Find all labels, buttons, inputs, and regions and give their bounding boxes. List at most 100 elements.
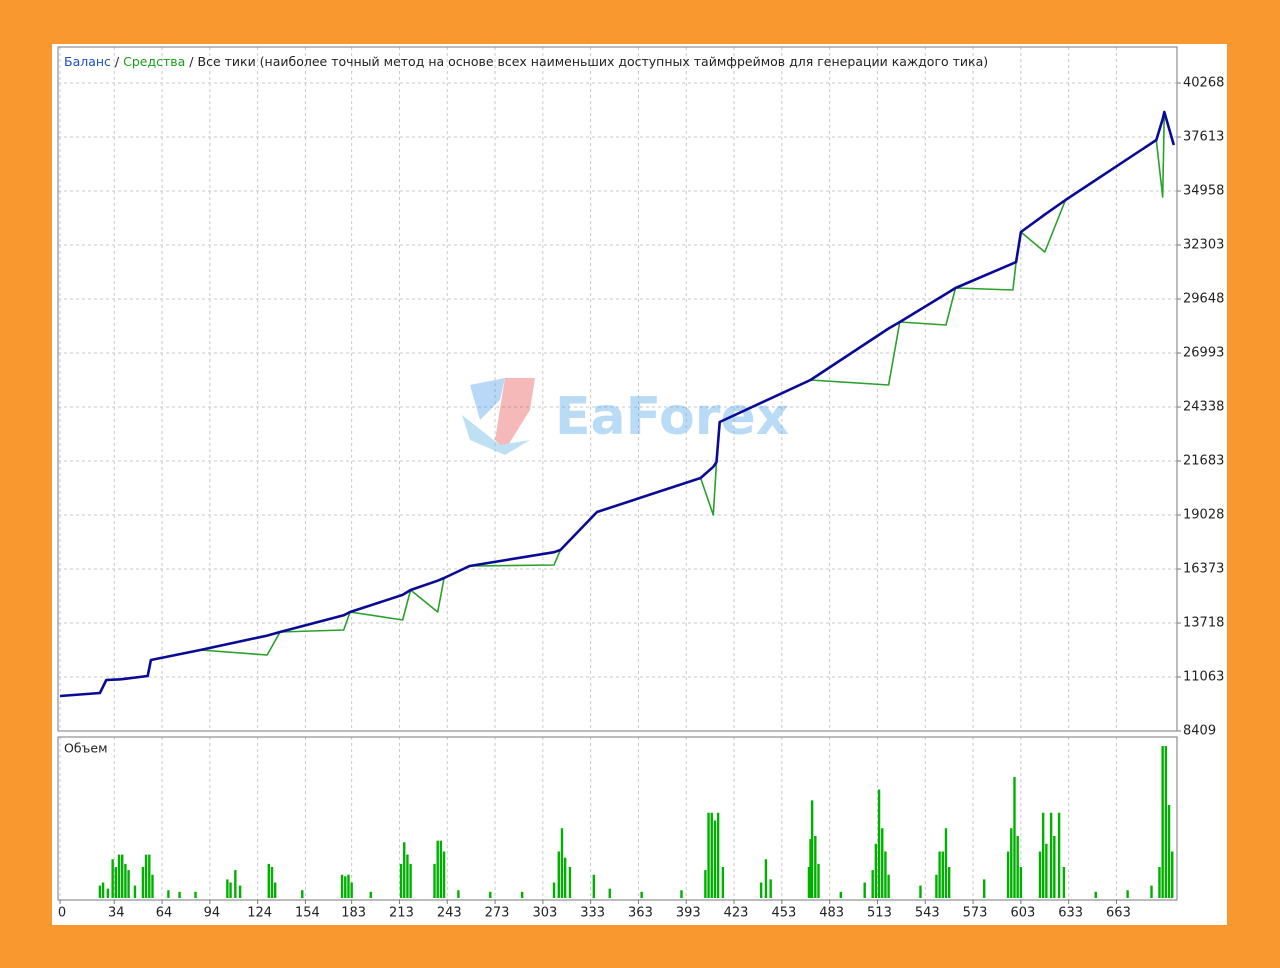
volume-bar: [1049, 812, 1053, 898]
volume-bar: [810, 800, 814, 898]
volume-bar: [871, 870, 874, 898]
volume-bar: [439, 840, 443, 898]
x-tick-label: 573: [963, 906, 988, 921]
volume-bar: [1158, 867, 1161, 898]
volume-bar: [863, 882, 866, 898]
volume-bar: [133, 885, 137, 898]
x-tick-label: 453: [771, 906, 796, 921]
volume-bar: [229, 882, 232, 898]
volume-bar: [769, 879, 772, 898]
volume-bar: [144, 854, 148, 898]
volume-bar: [884, 851, 887, 898]
volume-bar: [941, 851, 944, 898]
y-tick-label: 40268: [1183, 76, 1224, 91]
volume-bar: [442, 851, 446, 898]
volume-bar: [592, 874, 596, 898]
x-tick-label: 333: [580, 906, 605, 921]
volume-bar: [716, 812, 720, 898]
volume-bar: [436, 840, 439, 898]
volume-bar: [1019, 867, 1023, 898]
panel: [52, 44, 1227, 925]
volume-bar: [399, 863, 403, 898]
volume-bar: [106, 888, 110, 898]
volume-bar: [98, 885, 102, 898]
y-tick-label: 37613: [1183, 130, 1224, 145]
volume-bar: [238, 885, 242, 898]
volume-bar: [680, 890, 683, 898]
volume-bar: [369, 891, 372, 898]
y-tick-label: 29648: [1183, 292, 1224, 307]
volume-bar: [489, 891, 492, 898]
plot-frame: [57, 46, 1178, 732]
y-tick-label: 26993: [1183, 346, 1224, 361]
watermark-text: EaForex: [555, 387, 789, 447]
volume-bar: [1094, 891, 1097, 898]
volume-bar: [1006, 851, 1010, 898]
volume-bar: [406, 854, 409, 898]
volume-bar: [301, 890, 304, 898]
x-tick-label: 363: [628, 906, 653, 921]
volume-bar: [935, 874, 938, 898]
volume-bar: [167, 890, 170, 898]
x-tick-label: 124: [247, 906, 272, 921]
subtitle: Все тики (наиболее точный метод на основ…: [198, 54, 989, 69]
volume-bar: [983, 879, 986, 898]
x-tick-label: 423: [724, 906, 749, 921]
x-tick-label: 393: [676, 906, 701, 921]
y-tick-label: 8409: [1183, 724, 1216, 739]
x-tick-label: 183: [341, 906, 366, 921]
x-tick-label: 243: [437, 906, 462, 921]
volume-bar: [403, 842, 406, 898]
volume-bar: [877, 789, 881, 898]
volume-bar: [568, 867, 572, 898]
x-tick-label: 483: [819, 906, 844, 921]
chart-title: Баланс / Средства / Все тики (наиболее т…: [64, 54, 988, 69]
y-tick-label: 19028: [1183, 508, 1224, 523]
volume-bar: [111, 859, 114, 898]
volume-bar: [1041, 812, 1045, 898]
volume-bar: [874, 843, 878, 898]
lines: [60, 110, 1176, 698]
separator: /: [189, 54, 194, 69]
volume-bar: [520, 891, 524, 898]
x-tick-label: 303: [532, 906, 557, 921]
volume-bar: [944, 828, 948, 898]
volume-bar: [809, 839, 812, 898]
volume-bar: [1013, 777, 1016, 898]
y-tick-label: 32303: [1183, 238, 1224, 253]
volume-bar: [148, 854, 151, 898]
y-tick-label: 11063: [1183, 670, 1224, 685]
volume-bar: [887, 874, 890, 898]
volume-bar: [347, 874, 350, 898]
volume-bar: [1171, 851, 1174, 898]
volume-bar: [270, 867, 274, 898]
x-tick-label: 663: [1106, 906, 1131, 921]
volume-bar: [1045, 843, 1048, 898]
x-tick-label: 213: [389, 906, 414, 921]
x-tick-label: 273: [485, 906, 510, 921]
volume-bar: [1150, 885, 1153, 898]
volume-bar: [713, 820, 717, 898]
volume-bar: [433, 863, 436, 898]
volume-bar: [704, 870, 707, 898]
volume-bar: [560, 828, 564, 898]
volume-bar: [1053, 836, 1056, 898]
volume-bar: [226, 879, 229, 898]
watermark: EaForex: [462, 378, 789, 455]
logo-shape: [470, 378, 505, 420]
volume-bar: [1057, 812, 1061, 898]
y-tick-label: 13718: [1183, 616, 1224, 631]
volume-bar: [1164, 746, 1168, 898]
volume-bar: [947, 867, 951, 898]
volume-bar: [640, 891, 643, 898]
volume-bar: [340, 874, 344, 898]
volume-bar: [101, 882, 105, 898]
volume-bar: [124, 863, 127, 898]
x-tick-label: 513: [867, 906, 892, 921]
bars: [98, 746, 1174, 898]
volume-bar: [457, 890, 460, 898]
volume-bar: [764, 859, 768, 898]
volume-bar: [1126, 890, 1129, 898]
volume-bar: [1062, 867, 1066, 898]
